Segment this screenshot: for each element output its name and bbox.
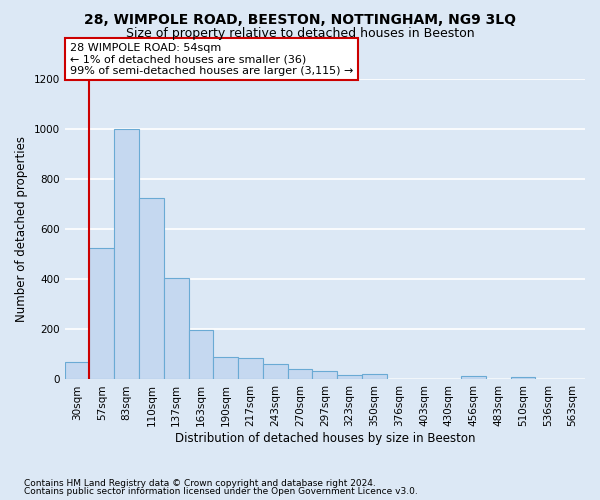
Bar [362, 374, 387, 380]
Bar [114, 129, 139, 380]
Bar [65, 362, 89, 380]
Bar [263, 364, 287, 380]
Bar [461, 376, 486, 380]
Y-axis label: Number of detached properties: Number of detached properties [15, 136, 28, 322]
Bar [188, 330, 214, 380]
Text: Contains HM Land Registry data © Crown copyright and database right 2024.: Contains HM Land Registry data © Crown c… [24, 478, 376, 488]
Bar [337, 375, 362, 380]
Bar [164, 278, 188, 380]
X-axis label: Distribution of detached houses by size in Beeston: Distribution of detached houses by size … [175, 432, 475, 445]
Text: 28, WIMPOLE ROAD, BEESTON, NOTTINGHAM, NG9 3LQ: 28, WIMPOLE ROAD, BEESTON, NOTTINGHAM, N… [84, 12, 516, 26]
Bar [511, 377, 535, 380]
Bar [238, 358, 263, 380]
Bar [139, 198, 164, 380]
Text: Contains public sector information licensed under the Open Government Licence v3: Contains public sector information licen… [24, 487, 418, 496]
Bar [89, 248, 114, 380]
Bar [313, 371, 337, 380]
Bar [287, 369, 313, 380]
Text: 28 WIMPOLE ROAD: 54sqm
← 1% of detached houses are smaller (36)
99% of semi-deta: 28 WIMPOLE ROAD: 54sqm ← 1% of detached … [70, 43, 353, 76]
Text: Size of property relative to detached houses in Beeston: Size of property relative to detached ho… [125, 28, 475, 40]
Bar [214, 357, 238, 380]
